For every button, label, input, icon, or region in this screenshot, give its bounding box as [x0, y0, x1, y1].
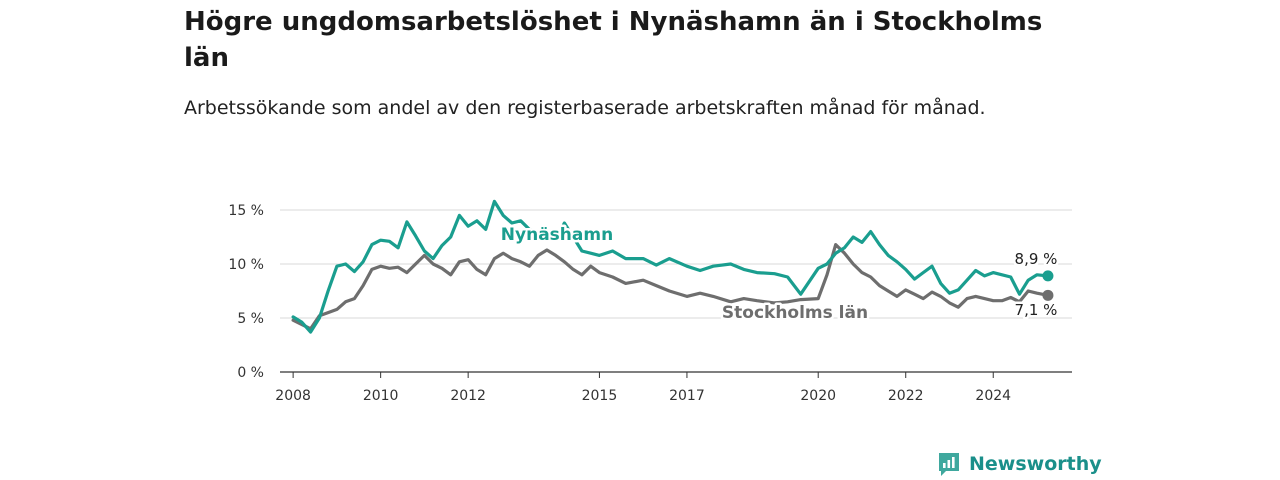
y-tick-label: 0 %: [237, 365, 264, 381]
series-lines: [291, 199, 1054, 334]
series-label-nynashamn: Nynäshamn: [501, 225, 613, 245]
end-value-nynashamn: 8,9 %: [1015, 250, 1058, 268]
x-axis: 2008 2010 2012 2015 2017 2020 2022 2024: [275, 371, 1072, 404]
y-axis: 0 % 5 % 10 % 15 %: [228, 203, 264, 381]
chart-subtitle: Arbetssökande som andel av den registerb…: [184, 97, 986, 119]
newsworthy-logo-icon: [939, 453, 959, 476]
brand-name: Newsworthy: [969, 453, 1102, 475]
y-tick-label: 15 %: [228, 203, 264, 219]
x-tick-label: 2020: [800, 388, 836, 404]
series-line-nynashamn: [291, 199, 1050, 334]
series-line-stockholms-lan: [291, 243, 1050, 331]
series-labels: Nynäshamn Stockholms län 8,9 % 7,1 %: [498, 223, 1060, 326]
x-tick-label: 2015: [582, 388, 618, 404]
series-label-stockholms-lan: Stockholms län: [722, 303, 868, 323]
x-tick-label: 2024: [975, 388, 1011, 404]
x-tick-label: 2017: [669, 388, 705, 404]
chart-title: Högre ungdomsarbetslöshet i Nynäshamn än…: [184, 7, 1043, 73]
y-tick-label: 5 %: [237, 311, 264, 327]
x-tick-label: 2012: [450, 388, 486, 404]
grid-lines: [280, 209, 1072, 319]
end-value-stockholms-lan: 7,1 %: [1015, 301, 1058, 319]
brand-logo: Newsworthy: [937, 449, 1102, 479]
end-point-stockholms-lan: [1042, 289, 1054, 301]
y-tick-label: 10 %: [228, 257, 264, 273]
x-tick-label: 2008: [275, 388, 311, 404]
end-point-nynashamn: [1042, 270, 1054, 282]
x-tick-label: 2022: [888, 388, 924, 404]
x-tick-label: 2010: [363, 388, 399, 404]
